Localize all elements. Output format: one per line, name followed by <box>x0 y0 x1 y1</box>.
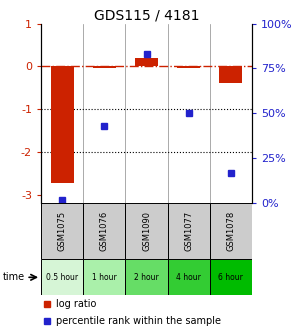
Text: 1 hour: 1 hour <box>92 273 117 282</box>
Text: GSM1078: GSM1078 <box>226 211 235 251</box>
Bar <box>83 259 125 295</box>
Bar <box>135 58 158 66</box>
Text: percentile rank within the sample: percentile rank within the sample <box>56 316 221 326</box>
Text: 4 hour: 4 hour <box>176 273 201 282</box>
Text: log ratio: log ratio <box>56 299 96 309</box>
Bar <box>177 66 200 69</box>
Title: GDS115 / 4181: GDS115 / 4181 <box>94 8 199 23</box>
Bar <box>83 203 125 259</box>
Bar <box>41 259 83 295</box>
Text: GSM1076: GSM1076 <box>100 211 109 251</box>
Bar <box>168 259 210 295</box>
Text: GSM1077: GSM1077 <box>184 211 193 251</box>
Bar <box>210 203 252 259</box>
Bar <box>219 66 243 83</box>
Bar <box>210 259 252 295</box>
Bar <box>125 203 168 259</box>
Text: 2 hour: 2 hour <box>134 273 159 282</box>
Text: 0.5 hour: 0.5 hour <box>46 273 78 282</box>
Text: time: time <box>3 272 25 282</box>
Text: GSM1090: GSM1090 <box>142 211 151 251</box>
Bar <box>93 66 116 69</box>
Bar <box>50 66 74 183</box>
Text: GSM1075: GSM1075 <box>58 211 67 251</box>
Bar <box>41 203 83 259</box>
Bar <box>125 259 168 295</box>
Bar <box>168 203 210 259</box>
Text: 6 hour: 6 hour <box>219 273 243 282</box>
